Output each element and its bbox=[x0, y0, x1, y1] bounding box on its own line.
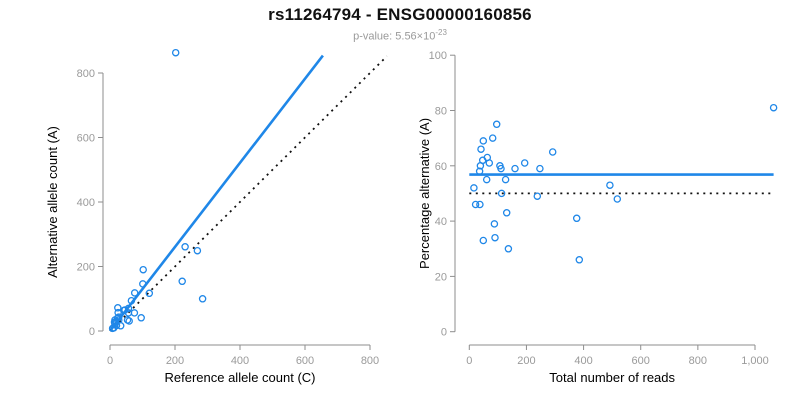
data-point bbox=[477, 145, 485, 153]
data-point bbox=[470, 184, 478, 192]
data-point bbox=[501, 175, 510, 184]
x-tick-label: 200 bbox=[517, 355, 535, 367]
y-tick-label: 40 bbox=[435, 216, 447, 228]
data-point bbox=[492, 120, 501, 129]
y-axis: 0 20 40 60 80 100 Percentage alternative (A) bbox=[417, 50, 456, 339]
data-point bbox=[112, 321, 121, 330]
data-point bbox=[482, 175, 491, 184]
data-point bbox=[536, 164, 544, 173]
data-point bbox=[497, 189, 506, 198]
alt-vs-ref-scatter: 0 200 400 600 800 Alternative allele count (A… bbox=[45, 48, 388, 385]
data-point bbox=[127, 296, 136, 305]
x-axis-title: Reference allele count (C) bbox=[164, 370, 315, 385]
data-point bbox=[606, 181, 614, 189]
data-point bbox=[479, 137, 488, 145]
y-tick-label: 100 bbox=[429, 50, 447, 62]
data-point bbox=[198, 295, 207, 303]
x-tick-label: 1,000 bbox=[741, 355, 769, 367]
data-point bbox=[475, 167, 484, 176]
data-point bbox=[491, 233, 499, 242]
y-tick-label: 800 bbox=[77, 68, 95, 80]
data-point bbox=[137, 314, 145, 322]
data-point bbox=[572, 214, 581, 223]
data-point bbox=[504, 245, 513, 253]
data-point bbox=[130, 289, 139, 297]
data-point bbox=[181, 243, 189, 251]
data-point bbox=[488, 134, 497, 142]
data-point bbox=[497, 164, 505, 173]
x-tick-label: 0 bbox=[107, 355, 113, 367]
y-axis-title: Percentage alternative (A) bbox=[417, 118, 432, 269]
x-tick-label: 200 bbox=[166, 355, 184, 367]
data-point bbox=[114, 304, 122, 312]
data-point bbox=[178, 277, 186, 286]
data-points bbox=[470, 103, 778, 264]
data-point bbox=[171, 48, 180, 57]
x-tick-label: 600 bbox=[632, 355, 650, 367]
data-point bbox=[479, 236, 488, 245]
x-tick-label: 800 bbox=[689, 355, 707, 367]
data-point bbox=[485, 159, 494, 167]
y-tick-label: 80 bbox=[435, 106, 447, 118]
data-point bbox=[548, 148, 557, 156]
data-point bbox=[476, 200, 484, 209]
y-tick-label: 600 bbox=[77, 133, 95, 145]
data-point bbox=[145, 289, 154, 298]
fit-line bbox=[108, 54, 324, 332]
data-point bbox=[769, 103, 778, 112]
y-tick-label: 200 bbox=[77, 262, 95, 274]
data-point bbox=[471, 200, 480, 209]
data-point bbox=[490, 220, 499, 228]
data-point bbox=[520, 159, 529, 167]
x-tick-label: 0 bbox=[466, 355, 472, 367]
x-axis: 0 200 400 600 800 1,000 Total number of reads bbox=[466, 344, 769, 385]
data-point bbox=[193, 246, 202, 255]
data-point bbox=[502, 209, 511, 217]
x-tick-label: 800 bbox=[361, 355, 379, 367]
data-point bbox=[533, 192, 542, 200]
x-tick-label: 400 bbox=[574, 355, 592, 367]
y-tick-label: 0 bbox=[441, 327, 447, 339]
x-tick-label: 600 bbox=[296, 355, 314, 367]
y-tick-label: 0 bbox=[89, 326, 95, 338]
data-point bbox=[575, 256, 584, 264]
data-point bbox=[139, 280, 147, 288]
x-axis-title: Total number of reads bbox=[549, 370, 675, 385]
data-point bbox=[613, 195, 622, 203]
y-axis: 0 200 400 600 800 Alternative allele count (A… bbox=[45, 68, 104, 338]
data-point bbox=[125, 317, 133, 325]
pct-vs-reads-scatter: 0 20 40 60 80 100 Percentage alternative (A) 0 2… bbox=[417, 50, 778, 385]
y-axis-title: Alternative allele count (A) bbox=[45, 126, 60, 278]
y-tick-label: 60 bbox=[435, 161, 447, 173]
data-point bbox=[139, 265, 147, 274]
data-point bbox=[124, 304, 133, 313]
data-point bbox=[511, 164, 519, 173]
x-axis: 0 200 400 600 800 Reference allele count (C) bbox=[107, 344, 379, 385]
data-points bbox=[108, 48, 207, 333]
identity-line bbox=[109, 55, 388, 332]
x-tick-label: 400 bbox=[231, 355, 249, 367]
data-point bbox=[130, 309, 139, 317]
data-point bbox=[115, 313, 123, 321]
data-point bbox=[116, 322, 125, 330]
y-tick-label: 20 bbox=[435, 271, 447, 283]
y-tick-label: 400 bbox=[77, 197, 95, 209]
